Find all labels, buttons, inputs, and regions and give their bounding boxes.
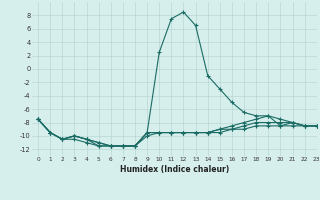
X-axis label: Humidex (Indice chaleur): Humidex (Indice chaleur) bbox=[120, 165, 229, 174]
